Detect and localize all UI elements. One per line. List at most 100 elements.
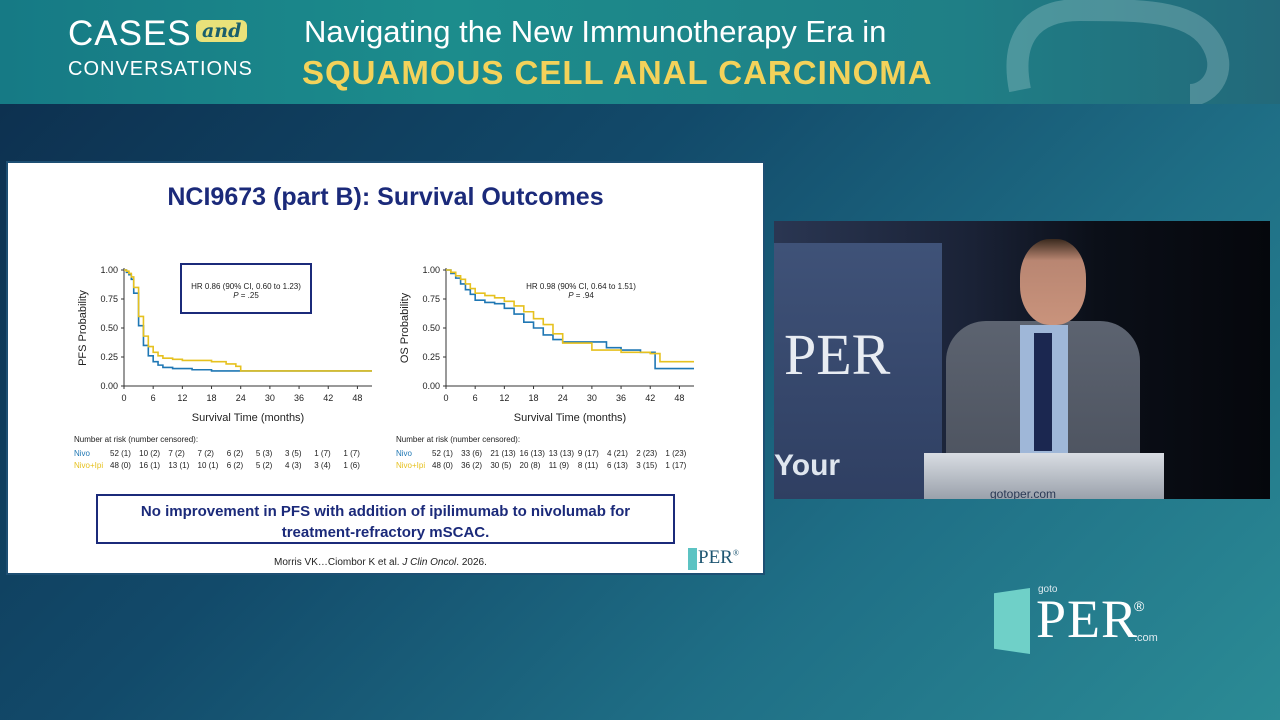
- risk-row-label: Nivo+Ipi: [74, 461, 104, 470]
- per-bar-icon: [688, 547, 697, 570]
- risk-cell: 4 (21): [607, 449, 628, 458]
- risk-cell: 10 (1): [197, 461, 219, 470]
- brand-cases: CASES: [68, 14, 192, 53]
- risk-cell: 6 (2): [226, 449, 244, 458]
- x-tick-label: 24: [558, 393, 568, 403]
- x-tick-label: 42: [645, 393, 655, 403]
- risk-cell: 1 (17): [665, 461, 687, 470]
- risk-row-label: Nivo: [74, 449, 91, 458]
- risk-cell: 16 (1): [139, 461, 161, 470]
- y-tick-label: 1.00: [422, 265, 440, 275]
- y-tick-label: 0.25: [100, 352, 118, 362]
- conclusion-box: No improvement in PFS with addition of i…: [96, 494, 675, 544]
- x-tick-label: 30: [265, 393, 275, 403]
- speaker-tie: [1034, 333, 1052, 451]
- y-tick-label: 0.75: [100, 294, 118, 304]
- x-tick-label: 18: [529, 393, 539, 403]
- risk-header: Number at risk (number censored):: [396, 435, 521, 444]
- risk-cell: 3 (15): [636, 461, 658, 470]
- x-tick-label: 30: [587, 393, 597, 403]
- program-title-line1: Navigating the New Immunotherapy Era in: [304, 14, 887, 49]
- risk-cell: 6 (2): [226, 461, 244, 470]
- x-tick-label: 18: [207, 393, 217, 403]
- risk-cell: 4 (3): [285, 461, 302, 470]
- y-axis-label: PFS Probability: [77, 290, 89, 366]
- risk-cell: 2 (23): [636, 449, 658, 458]
- x-tick-label: 12: [499, 393, 509, 403]
- pfs-p-value: P = .25: [233, 291, 259, 300]
- x-axis-label: Survival Time (months): [514, 412, 626, 424]
- podium: [924, 453, 1164, 499]
- risk-cell: 3 (5): [285, 449, 302, 458]
- x-tick-label: 0: [121, 393, 126, 403]
- conclusion-line2: treatment-refractory mSCAC.: [281, 524, 490, 541]
- y-axis-label: OS Probability: [399, 292, 411, 363]
- risk-cell: 13 (13): [548, 449, 575, 458]
- program-title-line2: SQUAMOUS CELL ANAL CARCINOMA: [302, 54, 933, 91]
- risk-cell: 52 (1): [110, 449, 131, 458]
- header-banner: CASES and CONVERSATIONS Navigating the N…: [0, 0, 1280, 104]
- x-axis-label: Survival Time (months): [192, 412, 304, 424]
- risk-cell: 16 (13): [519, 449, 545, 458]
- pfs-hr-text: HR 0.86 (90% CI, 0.60 to 1.23): [191, 282, 301, 291]
- x-tick-label: 24: [236, 393, 246, 403]
- risk-cell: 7 (2): [168, 449, 185, 458]
- risk-cell: 48 (0): [110, 461, 131, 470]
- per-logo-com: .com: [1134, 632, 1158, 644]
- anatomy-illustration: [1006, 0, 1230, 104]
- risk-cell: 6 (13): [607, 461, 628, 470]
- risk-cell: 3 (4): [314, 461, 331, 470]
- podium-label: gotoper.com: [990, 487, 1057, 499]
- os-hr-text: HR 0.98 (90% CI, 0.64 to 1.51): [526, 282, 636, 291]
- risk-cell: 7 (2): [197, 449, 214, 458]
- background-your-text: Your: [774, 449, 841, 482]
- x-tick-label: 36: [616, 393, 626, 403]
- y-tick-label: 0.50: [422, 323, 440, 333]
- pfs-km-chart: 0.00 0.25 0.50 0.75 1.00 0 6 12 18 24 30 36 42 48 Surv…: [77, 265, 372, 424]
- per-logo-registered: ®: [1134, 598, 1145, 614]
- risk-cell: 52 (1): [432, 449, 453, 458]
- x-tick-label: 0: [443, 393, 448, 403]
- presentation-slide: NCI9673 (part B): Survival Outcomes 0.00…: [8, 163, 763, 573]
- os-p-value: P = .94: [568, 291, 594, 300]
- x-tick-label: 48: [352, 393, 362, 403]
- slide-title: NCI9673 (part B): Survival Outcomes: [167, 183, 604, 211]
- risk-cell: 21 (13): [490, 449, 516, 458]
- y-tick-label: 0.00: [422, 381, 440, 391]
- risk-cell: 10 (2): [139, 449, 161, 458]
- citation: Morris VK…Ciombor K et al. J Clin Oncol.…: [274, 557, 487, 568]
- y-tick-label: 1.00: [100, 265, 118, 275]
- os-hr-text-block: HR 0.98 (90% CI, 0.64 to 1.51) P = .94: [516, 282, 646, 300]
- brand-and: and: [196, 20, 248, 42]
- conclusion-line1: No improvement in PFS with addition of i…: [140, 503, 631, 520]
- background-per-text: PER: [784, 322, 891, 387]
- x-tick-label: 6: [151, 393, 156, 403]
- risk-cell: 48 (0): [432, 461, 453, 470]
- speaker-video: PER Your gotoper.com: [774, 221, 1270, 499]
- per-logo-goto: goto: [1038, 584, 1058, 595]
- y-tick-label: 0.00: [100, 381, 118, 391]
- risk-cell: 1 (6): [343, 461, 360, 470]
- risk-cell: 33 (6): [461, 449, 483, 458]
- x-tick-label: 36: [294, 393, 304, 403]
- x-tick-label: 48: [674, 393, 684, 403]
- speaker-head: [1020, 239, 1086, 325]
- risk-cell: 9 (17): [577, 449, 599, 458]
- km-curve-nivo-ipi: [446, 269, 694, 363]
- x-tick-label: 6: [473, 393, 478, 403]
- risk-cell: 20 (8): [519, 461, 541, 470]
- risk-row-label: Nivo+Ipi: [396, 461, 426, 470]
- risk-cell: 1 (7): [314, 449, 331, 458]
- risk-header: Number at risk (number censored):: [74, 435, 199, 444]
- brand-conversations: CONVERSATIONS: [68, 58, 253, 80]
- background-banner-stand: [774, 243, 942, 499]
- risk-cell: 30 (5): [490, 461, 512, 470]
- risk-cell: 36 (2): [461, 461, 483, 470]
- risk-cell: 8 (11): [577, 461, 599, 470]
- km-curve-nivo-ipi: [124, 269, 372, 372]
- risk-cell: 5 (3): [255, 449, 273, 458]
- pfs-hr-box: HR 0.86 (90% CI, 0.60 to 1.23) P = .25: [180, 263, 312, 314]
- risk-row-label: Nivo: [396, 449, 413, 458]
- per-logo-bar-icon: [994, 588, 1030, 654]
- risk-cell: 1 (7): [343, 449, 360, 458]
